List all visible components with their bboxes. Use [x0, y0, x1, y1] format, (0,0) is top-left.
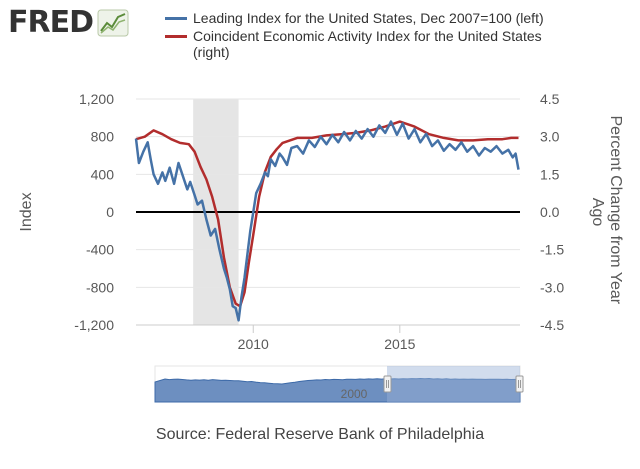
y-axis-right-label-line-1: Percent Change from Year — [607, 115, 624, 304]
y-right-tick-label: 1.5 — [540, 166, 560, 182]
y-right-tick-label: -4.5 — [540, 317, 564, 333]
series-leading-index-line — [134, 120, 520, 322]
y-right-tick-label: -1.5 — [540, 242, 564, 258]
legend-label-coincident-index: Coincident Economic Activity Index for t… — [193, 28, 542, 60]
navigator-series-area — [154, 377, 521, 403]
source-note: Source: Federal Reserve Bank of Philadel… — [155, 426, 485, 443]
legend-label-leading-index: Leading Index for the United States, Dec… — [193, 10, 544, 26]
legend-item-leading-index[interactable]: Leading Index for the United States, Dec… — [165, 10, 545, 26]
y-right-tick-label: 4.5 — [540, 91, 560, 107]
fred-logo-text: FRED — [8, 5, 94, 40]
legend-item-coincident-index[interactable]: Coincident Economic Activity Index for t… — [165, 28, 545, 60]
y-right-tick-label: 0.0 — [540, 204, 560, 220]
navigator-selected-range[interactable] — [387, 366, 520, 402]
y-left-tick-label: -400 — [86, 242, 114, 258]
y-axis-left-label: Index — [18, 192, 35, 231]
navigator-right-handle[interactable] — [515, 375, 524, 393]
navigator-tick-2000: 2000 — [341, 387, 368, 401]
y-left-tick-label: 0 — [106, 204, 114, 220]
range-navigator[interactable]: 2000 — [154, 365, 524, 403]
y-left-tick-label: 800 — [91, 129, 115, 145]
y-axis-right-label: Percent Change from Year Ago — [589, 115, 624, 308]
y-left-tick-label: -1,200 — [74, 317, 114, 333]
y-left-tick-label: 400 — [91, 166, 115, 182]
x-tick-label: 2015 — [384, 336, 415, 352]
y-right-tick-label: 3.0 — [540, 129, 560, 145]
chart-trend-icon — [97, 9, 129, 37]
navigator-left-handle[interactable] — [383, 375, 392, 393]
y-right-tick-label: -3.0 — [540, 279, 564, 295]
legend-swatch-coincident-index — [165, 35, 187, 38]
legend-swatch-leading-index — [165, 17, 187, 20]
y-axis-right-label-line-2: Ago — [589, 198, 606, 227]
x-tick-label: 2010 — [238, 336, 269, 352]
chart-legend: Leading Index for the United States, Dec… — [165, 10, 545, 62]
y-left-tick-label: -800 — [86, 279, 114, 295]
fred-logo[interactable]: FRED — [8, 8, 129, 38]
y-left-tick-label: 1,200 — [79, 91, 114, 107]
